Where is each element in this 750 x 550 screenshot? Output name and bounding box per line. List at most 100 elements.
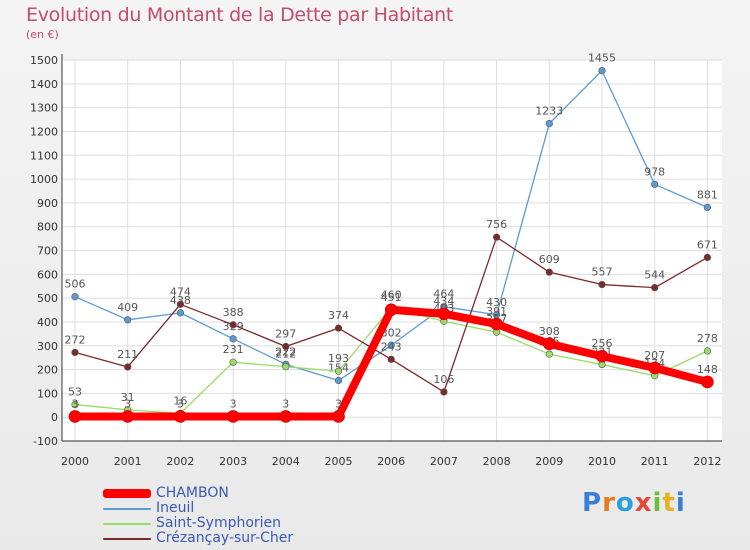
x-tick-label: 2009: [535, 455, 563, 468]
data-label: 388: [223, 306, 244, 319]
data-point: [440, 388, 448, 396]
data-point: [71, 348, 79, 357]
data-point: [174, 410, 187, 423]
y-tick-label: 300: [37, 340, 58, 353]
proxiti-logo: Proxiti: [582, 488, 686, 518]
data-label: 409: [117, 301, 138, 314]
y-tick-label: 100: [37, 387, 58, 400]
data-label: 31: [121, 391, 135, 404]
x-tick-label: 2008: [483, 455, 511, 468]
y-tick-label: 400: [37, 316, 58, 329]
data-point: [595, 349, 609, 363]
y-tick-label: -100: [33, 435, 58, 448]
data-label: 16: [173, 394, 187, 407]
data-point: [648, 361, 662, 375]
data-label: 506: [65, 278, 86, 291]
data-point: [384, 303, 398, 317]
data-point: [334, 324, 343, 332]
data-label: 881: [697, 188, 718, 201]
y-tick-label: 600: [37, 268, 58, 281]
data-label: 374: [328, 309, 349, 322]
chart-title: Evolution du Montant de la Dette par Hab…: [26, 4, 454, 26]
y-tick-label: 700: [37, 245, 58, 258]
data-point: [176, 300, 184, 308]
data-label: 460: [381, 289, 402, 302]
data-label: 474: [170, 285, 191, 298]
data-point: [71, 293, 79, 301]
data-label: 243: [381, 340, 402, 353]
data-label: 308: [539, 325, 560, 338]
data-label: 978: [644, 165, 665, 178]
data-label: 278: [697, 332, 718, 345]
data-point: [387, 355, 395, 363]
data-point: [282, 363, 290, 371]
y-tick-label: 500: [37, 292, 58, 305]
data-label: 544: [644, 269, 665, 282]
data-label: 222: [275, 345, 296, 358]
data-point: [598, 280, 606, 289]
data-point: [493, 233, 501, 241]
data-label: 671: [697, 238, 718, 251]
data-label: 609: [539, 253, 560, 266]
data-label: 3: [72, 397, 79, 410]
data-label: 212: [275, 348, 296, 361]
data-point: [229, 335, 237, 343]
y-tick-label: 800: [37, 221, 58, 234]
y-tick-label: 1200: [30, 125, 58, 138]
legend-item: Ineuil: [103, 501, 293, 516]
data-point: [176, 309, 184, 317]
legend-label: Ineuil: [156, 500, 195, 516]
x-tick-label: 2005: [325, 455, 353, 468]
data-label: 3: [177, 397, 184, 410]
data-point: [124, 363, 132, 371]
data-point: [598, 67, 606, 75]
data-point: [703, 253, 712, 262]
x-tick-label: 2010: [588, 455, 616, 468]
legend-label: Saint-Symphorien: [156, 515, 282, 531]
data-point: [226, 410, 240, 423]
data-label: 256: [592, 337, 613, 350]
legend-swatch: [103, 522, 151, 525]
x-tick-label: 2004: [272, 455, 300, 468]
data-label: 3: [230, 397, 237, 410]
data-point: [437, 307, 451, 321]
data-point: [703, 347, 712, 355]
data-label: 1233: [535, 105, 563, 118]
x-tick-label: 2006: [377, 455, 405, 468]
data-point: [651, 180, 659, 188]
data-label: 211: [117, 348, 138, 361]
data-label: 207: [644, 349, 665, 362]
legend-swatch: [103, 507, 151, 510]
y-tick-label: 1100: [30, 149, 58, 162]
data-point: [68, 410, 82, 423]
x-tick-label: 2001: [114, 455, 142, 468]
data-point: [545, 350, 553, 358]
data-label: 297: [275, 327, 296, 340]
x-tick-label: 2003: [219, 455, 247, 468]
y-tick-label: 1000: [30, 173, 58, 186]
y-tick-label: 900: [37, 197, 58, 210]
data-point: [229, 321, 237, 329]
data-point: [282, 342, 290, 351]
legend: CHAMBON Ineuil Saint-Symphorien Crézançay-s…: [103, 486, 293, 546]
legend-item: CHAMBON: [103, 486, 293, 501]
data-point: [124, 316, 132, 324]
data-label: 148: [697, 363, 718, 376]
chart-unit: (en €): [26, 28, 59, 41]
data-point: [229, 358, 237, 366]
data-point: [387, 341, 395, 349]
legend-item: Saint-Symphorien: [103, 516, 293, 531]
legend-swatch: [103, 489, 151, 498]
data-point: [701, 375, 714, 389]
data-point: [332, 410, 345, 423]
data-point: [545, 119, 553, 128]
data-label: 434: [433, 295, 454, 308]
legend-label: Crézançay-sur-Cher: [156, 530, 294, 546]
data-label: 302: [381, 326, 402, 339]
data-label: 3: [282, 397, 289, 410]
legend-item: Crézançay-sur-Cher: [103, 531, 293, 546]
x-tick-label: 2002: [166, 455, 194, 468]
x-tick-label: 2012: [693, 455, 721, 468]
